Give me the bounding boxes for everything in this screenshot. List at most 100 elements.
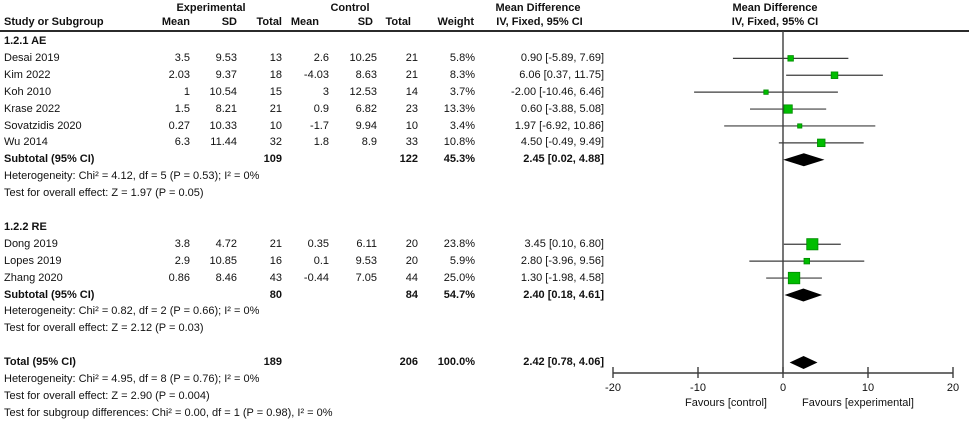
cell-total_c: 20: [405, 237, 418, 250]
cell-weight: 8.3%: [449, 68, 475, 81]
stats-text: Test for overall effect: Z = 2.90 (P = 0…: [4, 389, 210, 402]
cell-study: Total (95% CI): [4, 356, 76, 369]
cell-total_c: 21: [405, 51, 418, 64]
cell-total_e: 32: [269, 136, 282, 149]
stats-text-row: Test for overall effect: Z = 2.12 (P = 0…: [0, 320, 969, 337]
subgroup-label: 1.2.2 RE: [4, 220, 47, 233]
cell-total_e: 10: [269, 119, 282, 132]
cell-ci: 2.45 [0.02, 4.88]: [523, 153, 604, 166]
cell-total_e: 21: [269, 237, 282, 250]
study-row: Kim 2022 2.03 9.37 18 -4.03 8.63 21 8.3% 6.06 [0…: [0, 67, 969, 84]
cell-study: Wu 2014: [4, 136, 48, 149]
cell-mean_e: 2.03: [168, 68, 190, 81]
cell-mean_c: 0.1: [313, 254, 329, 267]
cell-sd_e: 10.33: [209, 119, 237, 132]
subtotal-row: Subtotal (95% CI) 80 84 54.7% 2.40 [0.18, 4.…: [0, 287, 969, 304]
cell-mean_c: 0.35: [307, 237, 329, 250]
col-header-sd-experimental: SD: [221, 16, 237, 28]
cell-total_c: 21: [405, 68, 418, 81]
effect-marker: [783, 104, 793, 114]
axis-tick-label: 10: [862, 382, 874, 394]
cell-mean_c: 3: [322, 85, 329, 98]
cell-total_c: 122: [399, 153, 418, 166]
cell-mean_c: 0.9: [313, 102, 329, 115]
stats-text: Heterogeneity: Chi² = 4.12, df = 5 (P = …: [4, 170, 260, 183]
cell-sd_e: 9.53: [215, 51, 237, 64]
stats-text: Test for overall effect: Z = 2.12 (P = 0…: [4, 322, 204, 335]
axis-tick-label: -10: [690, 382, 706, 394]
pooled-effect-diamond: [784, 288, 823, 302]
stats-text-row: Test for overall effect: Z = 1.97 (P = 0…: [0, 185, 969, 202]
cell-sd_e: 11.44: [210, 136, 237, 149]
col-header-sd-control: SD: [357, 16, 373, 28]
pooled-effect-diamond: [783, 153, 825, 167]
effect-marker: [763, 89, 769, 95]
cell-ci: 2.42 [0.78, 4.06]: [523, 356, 604, 369]
cell-total_c: 14: [405, 85, 418, 98]
cell-sd_e: 10.54: [209, 85, 237, 98]
study-row: Zhang 2020 0.86 8.46 43 -0.44 7.05 44 25.0% 1.30…: [0, 270, 969, 287]
cell-sd_c: 8.9: [361, 136, 377, 149]
effect-marker: [787, 55, 794, 62]
col-header-ci: IV, Fixed, 95% CI: [496, 16, 583, 28]
cell-ci: 1.97 [-6.92, 10.86]: [514, 119, 604, 132]
cell-sd_c: 7.05: [355, 271, 377, 284]
cell-total_c: 20: [405, 254, 418, 267]
effect-marker: [787, 271, 801, 285]
cell-weight: 3.4%: [449, 119, 475, 132]
axis-tick-label: 0: [780, 382, 786, 394]
study-row: Wu 2014 6.3 11.44 32 1.8 8.9 33 10.8% 4.50 [-0.4…: [0, 134, 969, 151]
header-divider-line: [0, 30, 969, 32]
cell-sd_c: 8.63: [355, 68, 377, 81]
cell-sd_e: 8.46: [215, 271, 237, 284]
subgroup-label-row: 1.2.1 AE: [0, 33, 969, 50]
cell-mean_e: 1.5: [174, 102, 190, 115]
cell-total_c: 10: [405, 119, 418, 132]
cell-weight: 25.0%: [443, 271, 475, 284]
cell-total_e: 189: [263, 356, 282, 369]
stats-text-row: Heterogeneity: Chi² = 4.95, df = 8 (P = …: [0, 371, 969, 388]
col-header-study: Study or Subgroup: [4, 16, 104, 28]
stats-text: Heterogeneity: Chi² = 0.82, df = 2 (P = …: [4, 305, 260, 318]
plot-header-ci: IV, Fixed, 95% CI: [731, 16, 819, 28]
cell-sd_e: 9.37: [215, 68, 237, 81]
col-header-mean-control: Mean: [290, 16, 319, 28]
cell-mean_c: -4.03: [303, 68, 329, 81]
cell-study: Dong 2019: [4, 237, 58, 250]
mean-difference-plot-header: Mean Difference: [732, 2, 818, 14]
cell-mean_e: 0.86: [168, 271, 190, 284]
cell-ci: 1.30 [-1.98, 4.58]: [520, 271, 604, 284]
cell-total_e: 13: [269, 51, 282, 64]
axis-tick-label: 20: [947, 382, 959, 394]
stats-text-row: Test for overall effect: Z = 2.90 (P = 0…: [0, 388, 969, 405]
cell-sd_e: 10.85: [209, 254, 237, 267]
subgroup-label: 1.2.1 AE: [4, 35, 47, 47]
study-row: Sovatzidis 2020 0.27 10.33 10 -1.7 9.94 10 3.4%…: [0, 118, 969, 135]
cell-mean_e: 2.9: [174, 254, 190, 267]
cell-mean_e: 3.5: [174, 51, 190, 64]
effect-marker: [797, 123, 803, 129]
cell-weight: 100.0%: [437, 356, 475, 369]
cell-study: Subtotal (95% CI): [4, 153, 95, 166]
effect-marker: [817, 138, 826, 148]
effect-marker: [803, 257, 810, 265]
cell-weight: 10.8%: [443, 136, 475, 149]
cell-mean_e: 3.8: [174, 237, 190, 250]
cell-ci: 0.60 [-3.88, 5.08]: [520, 102, 604, 115]
cell-study: Desai 2019: [4, 51, 60, 64]
stats-text-row: Heterogeneity: Chi² = 0.82, df = 2 (P = …: [0, 303, 969, 320]
cell-weight: 5.8%: [449, 51, 475, 64]
col-header-weight: Weight: [437, 16, 474, 28]
cell-mean_e: 0.27: [168, 119, 190, 132]
study-row: Koh 2010 1 10.54 15 3 12.53 14 3.7% -2.00 [-10.4…: [0, 84, 969, 101]
effect-marker: [830, 71, 839, 79]
cell-sd_e: 8.21: [215, 102, 237, 115]
cell-weight: 3.7%: [449, 85, 475, 98]
cell-ci: 4.50 [-0.49, 9.49]: [520, 136, 604, 149]
effect-marker: [806, 238, 819, 251]
cell-ci: 3.45 [0.10, 6.80]: [524, 237, 604, 250]
study-row: Dong 2019 3.8 4.72 21 0.35 6.11 20 23.8% 3.45 [0…: [0, 236, 969, 253]
cell-sd_c: 10.25: [349, 51, 377, 64]
cell-weight: 13.3%: [443, 102, 475, 115]
